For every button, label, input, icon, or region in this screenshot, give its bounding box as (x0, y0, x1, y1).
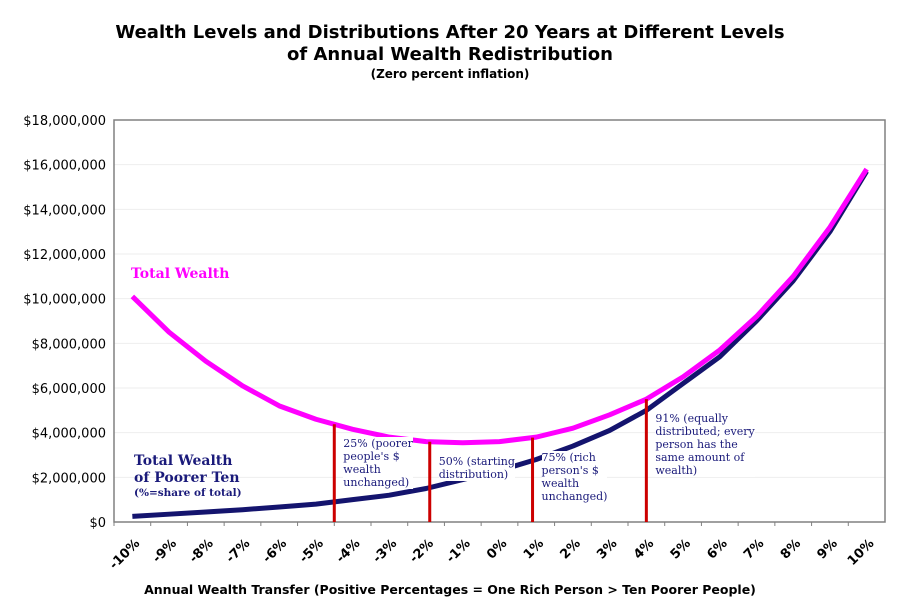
legend-poorer-ten-line2: of Poorer Ten (134, 470, 240, 486)
x-tick-label: -6% (260, 536, 290, 566)
x-tick-label: -1% (444, 536, 474, 566)
y-tick-label: $4,000,000 (32, 427, 106, 442)
annotation-label: 75% (rich person's $ wealth unchanged) (541, 450, 608, 503)
chart-title-line2: of Annual Wealth Redistribution (287, 44, 613, 65)
annotation-line: same amount of (655, 451, 745, 465)
annotation-line: 25% (poorer (343, 437, 413, 451)
x-tick-label: 6% (704, 536, 730, 562)
y-tick-label: $2,000,000 (32, 471, 106, 486)
annotation-line: people's $ (343, 450, 400, 464)
x-tick-label: -7% (223, 536, 253, 566)
x-tick-label: 5% (668, 536, 694, 562)
legend-poorer-ten: Total Wealth of Poorer Ten (%=share of t… (134, 453, 242, 499)
annotation-line: person has the (655, 438, 738, 452)
annotation-line: wealth (343, 463, 381, 477)
annotation-line: distribution) (438, 467, 509, 481)
annotation-label: 25% (poorer people's $ wealth unchanged) (343, 437, 413, 490)
x-tick-label: -5% (297, 536, 327, 566)
x-tick-label: 1% (521, 536, 547, 562)
x-tick-label: 9% (815, 536, 841, 562)
chart-subtitle: (Zero percent inflation) (370, 67, 530, 81)
annotation-line: unchanged) (343, 476, 410, 490)
plot-area (113, 119, 886, 523)
annotation-label: 91% (equally distributed; every person has… (655, 412, 755, 478)
y-tick-label: $0 (89, 516, 106, 531)
y-tick-label: $14,000,000 (23, 203, 106, 218)
x-tick-label: -4% (333, 536, 363, 566)
x-tick-label: 10% (845, 536, 878, 569)
annotation-line: wealth) (655, 464, 698, 478)
x-tick-label: 3% (594, 536, 620, 562)
annotation-line: wealth (541, 476, 580, 490)
series-line-total-wealth (130, 167, 869, 446)
annotation-line: unchanged) (541, 489, 608, 503)
x-axis-label: Annual Wealth Transfer (Positive Percent… (144, 582, 756, 597)
legend-poorer-ten-note: (%=share of total) (134, 487, 242, 499)
y-tick-label: $10,000,000 (23, 293, 106, 308)
x-tick-label: -9% (150, 536, 180, 566)
y-tick-label: $8,000,000 (32, 337, 106, 352)
x-tick-label: 0% (484, 536, 510, 562)
x-tick-label: 4% (631, 536, 657, 562)
y-tick-label: $16,000,000 (23, 159, 106, 174)
annotation-line: 75% (rich (541, 450, 596, 464)
x-tick-label: -10% (107, 536, 143, 572)
x-tick-label: -8% (187, 536, 217, 566)
x-tick-label: -3% (370, 536, 400, 566)
legend-total-wealth: Total Wealth (131, 266, 230, 282)
legend-poorer-ten-line1: Total Wealth (134, 453, 233, 469)
annotation-line: distributed; every (655, 425, 755, 439)
annotation-line: 50% (starting (438, 454, 515, 468)
y-tick-label: $12,000,000 (23, 248, 106, 263)
x-tick-label: 7% (741, 536, 767, 562)
annotation-line: person's $ (541, 463, 599, 477)
x-tick-label: -2% (407, 536, 437, 566)
y-tick-label: $6,000,000 (32, 382, 106, 397)
x-tick-label: 2% (558, 536, 584, 562)
annotation-label: 50% (starting distribution) (438, 454, 515, 481)
annotation-line: 91% (equally (655, 412, 729, 426)
chart-title: Wealth Levels and Distributions After 20… (115, 22, 785, 43)
x-tick-label: 8% (778, 536, 804, 562)
y-tick-label: $18,000,000 (23, 114, 106, 129)
